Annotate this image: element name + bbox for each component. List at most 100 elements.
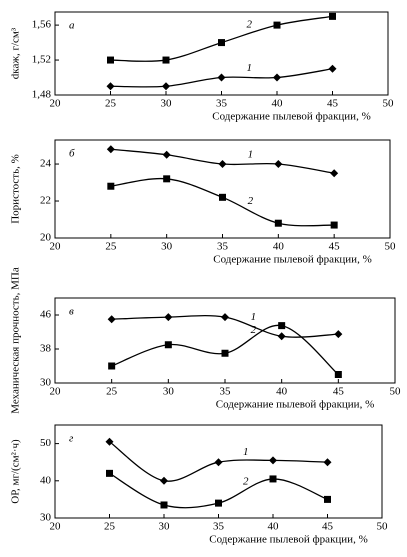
series-label: 1 (248, 149, 254, 161)
x-tick-label: 50 (390, 386, 402, 398)
series-line (110, 15, 333, 62)
marker (323, 458, 332, 467)
x-tick-label: 50 (385, 241, 397, 253)
marker (162, 150, 171, 159)
y-tick-label: 30 (40, 377, 52, 389)
y-tick-label: 30 (40, 512, 52, 524)
marker (274, 219, 282, 227)
marker (221, 349, 229, 357)
marker (324, 495, 331, 503)
marker (218, 160, 227, 169)
series-label: 1 (247, 62, 253, 74)
marker (328, 64, 337, 73)
x-tick-label: 35 (220, 386, 232, 398)
series-label: 2 (248, 195, 254, 207)
y-axis-label: Механическая прочность, МПа (10, 267, 22, 414)
marker (330, 221, 338, 229)
x-tick-label: 45 (333, 386, 345, 398)
marker (107, 315, 116, 324)
x-tick-label: 35 (213, 521, 225, 533)
marker (106, 469, 113, 477)
y-axis-label: dкаж, г/см³ (10, 27, 22, 79)
x-axis-label: Содержание пылевой фракции, % (216, 399, 374, 411)
x-tick-label: 30 (163, 386, 175, 398)
x-axis-label: Содержание пылевой фракции, % (209, 534, 367, 546)
y-tick-label: 24 (40, 158, 52, 170)
x-tick-label: 40 (268, 521, 280, 533)
x-tick-label: 25 (105, 98, 117, 110)
marker (214, 458, 223, 467)
series-label: 2 (243, 476, 249, 488)
x-tick-label: 30 (159, 521, 171, 533)
x-tick-label: 50 (383, 98, 395, 110)
marker (105, 437, 114, 446)
panel-label: г (69, 433, 74, 445)
x-tick-label: 20 (50, 241, 62, 253)
marker (334, 330, 343, 339)
marker (215, 499, 222, 507)
marker (162, 56, 170, 64)
marker (334, 371, 342, 378)
marker (107, 182, 115, 190)
series-label: 1 (243, 446, 249, 458)
series-label: 2 (247, 18, 253, 30)
panel-label: б (69, 148, 75, 160)
marker (330, 169, 339, 178)
y-axis-label: Пористость, % (10, 154, 22, 224)
marker (278, 322, 286, 330)
x-axis-label: Содержание пылевой фракции, % (213, 254, 371, 266)
y-tick-label: 20 (40, 232, 52, 244)
marker (218, 39, 225, 47)
marker (217, 73, 226, 82)
x-tick-label: 45 (329, 241, 341, 253)
y-axis-label: ОР, мг/(см²·ч) (10, 439, 22, 504)
y-tick-label: 1,48 (32, 89, 52, 101)
x-tick-label: 35 (217, 241, 229, 253)
marker (219, 193, 226, 201)
x-tick-label: 35 (216, 98, 228, 110)
marker (273, 73, 281, 82)
series-line (110, 177, 335, 227)
marker (164, 341, 172, 349)
y-tick-label: 1,52 (32, 54, 51, 66)
x-tick-label: 20 (50, 386, 62, 398)
y-tick-label: 50 (40, 437, 52, 449)
x-tick-label: 40 (272, 98, 284, 110)
marker (273, 21, 281, 29)
y-tick-label: 40 (40, 474, 52, 486)
marker (162, 82, 170, 91)
x-tick-label: 50 (377, 521, 389, 533)
x-tick-label: 45 (322, 521, 334, 533)
panel-label: а (69, 20, 75, 32)
series-label: 2 (251, 324, 257, 336)
x-tick-label: 45 (327, 98, 339, 110)
marker (274, 160, 283, 169)
x-tick-label: 40 (276, 386, 288, 398)
x-tick-label: 30 (161, 98, 173, 110)
marker (108, 362, 116, 370)
x-tick-label: 25 (105, 241, 117, 253)
marker (106, 82, 115, 91)
x-tick-label: 40 (273, 241, 285, 253)
plot-frame (54, 297, 396, 384)
marker (107, 56, 114, 64)
x-tick-label: 25 (106, 386, 118, 398)
marker (269, 456, 277, 465)
marker (269, 475, 277, 483)
marker (277, 332, 286, 341)
x-tick-label: 20 (50, 98, 62, 110)
y-tick-label: 22 (40, 195, 51, 207)
marker (160, 476, 168, 485)
marker (164, 313, 173, 322)
marker (160, 501, 168, 509)
plot-frame (54, 11, 389, 96)
y-tick-label: 1,56 (32, 19, 52, 31)
x-tick-label: 25 (104, 521, 116, 533)
marker (221, 313, 229, 322)
x-tick-label: 30 (161, 241, 173, 253)
x-tick-label: 20 (50, 521, 62, 533)
x-axis-label: Содержание пылевой фракции, % (212, 111, 370, 123)
y-tick-label: 38 (40, 343, 52, 355)
y-tick-label: 46 (40, 309, 52, 321)
